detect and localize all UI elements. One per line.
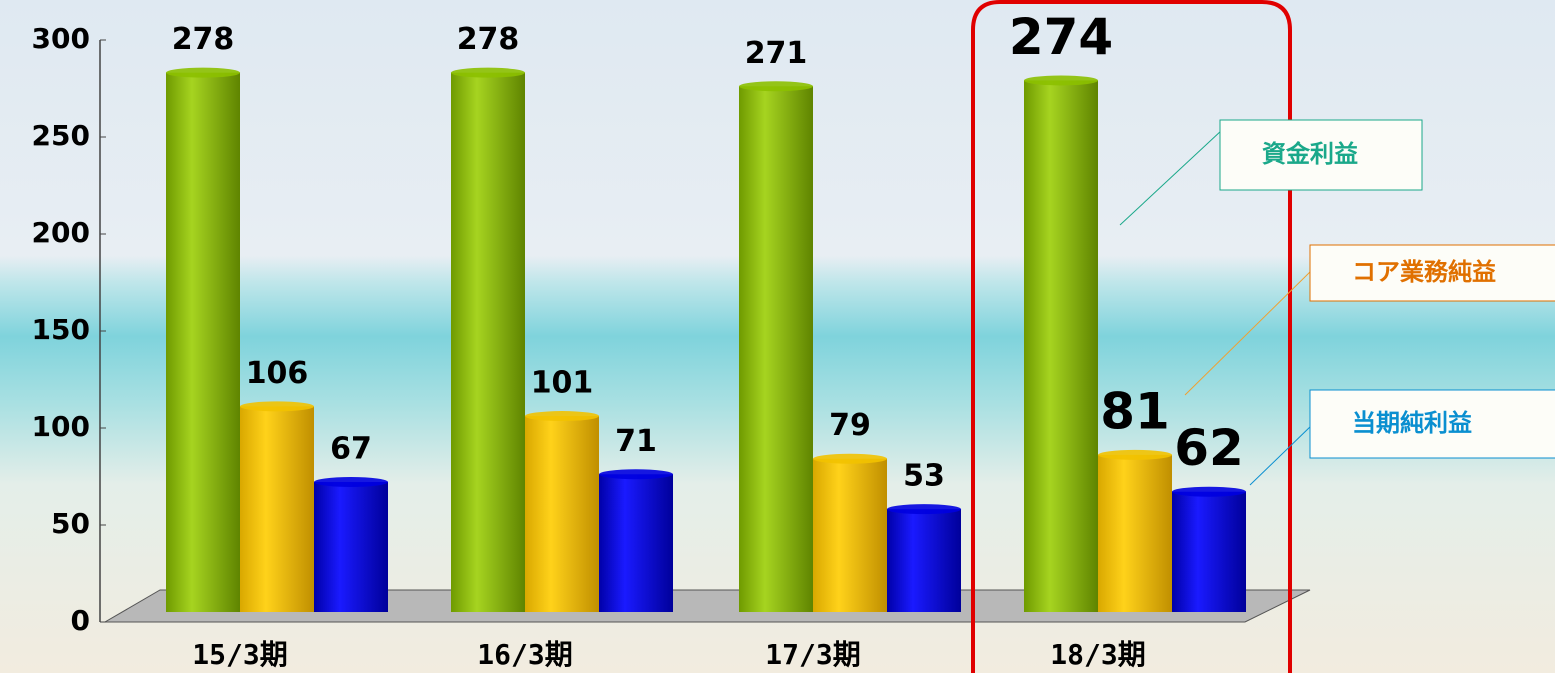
y-tick-label: 50 — [51, 507, 90, 540]
y-tick-label: 250 — [32, 119, 90, 152]
bar — [739, 86, 813, 612]
y-tick-label: 100 — [32, 410, 90, 443]
page: 0 50 100 150 200 250 300 15/3期 278 106 67 16/3期 278 1… — [0, 0, 1555, 673]
value-label: 62 — [1174, 419, 1244, 477]
bar — [599, 474, 673, 612]
value-label: 53 — [903, 459, 945, 494]
value-label: 278 — [457, 22, 520, 57]
bar — [240, 406, 314, 612]
bar — [1172, 492, 1246, 612]
bar — [887, 509, 961, 612]
legend-label: コア業務純益 — [1352, 258, 1496, 286]
bar — [1098, 455, 1172, 612]
leader-line — [1120, 130, 1222, 225]
value-label: 101 — [531, 366, 594, 401]
bar-top — [739, 81, 813, 91]
bar-top — [451, 68, 525, 78]
bar-top — [240, 401, 314, 411]
x-tick-label: 15/3期 — [192, 638, 287, 671]
bar-top — [813, 454, 887, 464]
bar-top — [314, 477, 388, 487]
legend-label: 当期純利益 — [1352, 409, 1472, 437]
x-tick-label: 17/3期 — [765, 638, 860, 671]
value-label: 278 — [172, 22, 235, 57]
bar — [813, 459, 887, 612]
value-label: 71 — [615, 424, 657, 459]
value-label: 274 — [1009, 8, 1113, 66]
bar-top — [1172, 487, 1246, 497]
bar-top — [599, 469, 673, 479]
bar-top — [887, 504, 961, 514]
y-tick-label: 200 — [32, 216, 90, 249]
bar-top — [1024, 75, 1098, 85]
value-label: 67 — [330, 432, 372, 467]
leader-line — [1185, 270, 1312, 395]
bar — [1024, 80, 1098, 612]
bar — [525, 416, 599, 612]
x-tick-label: 16/3期 — [477, 638, 572, 671]
chart: 0 50 100 150 200 250 300 15/3期 278 106 67 16/3期 278 1… — [0, 0, 1555, 673]
bar-top — [525, 411, 599, 421]
value-label: 79 — [829, 408, 871, 443]
y-tick-label: 300 — [32, 22, 90, 55]
y-tick-label: 150 — [32, 313, 90, 346]
value-label: 81 — [1100, 382, 1170, 440]
y-tick-label: 0 — [71, 604, 90, 637]
value-label: 106 — [246, 356, 309, 391]
value-label: 271 — [745, 36, 808, 71]
bar — [166, 73, 240, 612]
x-tick-label: 18/3期 — [1050, 638, 1145, 671]
legend-label: 資金利益 — [1262, 140, 1358, 168]
bar — [451, 73, 525, 612]
bar-top — [166, 68, 240, 78]
bar — [314, 482, 388, 612]
leader-line — [1250, 425, 1312, 485]
bar-top — [1098, 450, 1172, 460]
